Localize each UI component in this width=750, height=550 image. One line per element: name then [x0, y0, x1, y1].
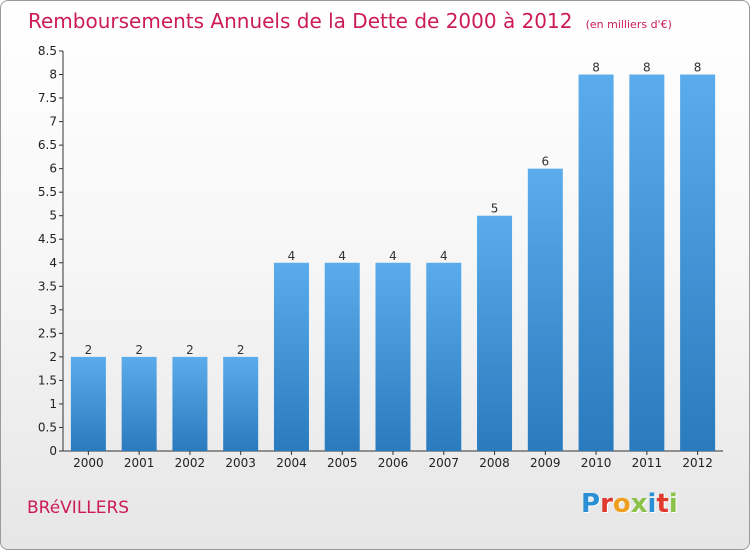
x-tick-label: 2010: [581, 456, 612, 470]
proxiti-logo: Proxiti: [581, 489, 678, 519]
y-tick-label: 2: [49, 350, 57, 364]
bar-value-label: 2: [135, 343, 143, 357]
x-tick-label: 2007: [428, 456, 459, 470]
y-tick-label: 8.5: [38, 44, 57, 58]
x-tick-label: 2012: [682, 456, 713, 470]
y-tick-label: 0: [49, 444, 57, 458]
logo-letter: i: [647, 489, 657, 519]
y-tick-label: 8: [49, 68, 57, 82]
y-tick-label: 3: [49, 303, 57, 317]
x-tick-label: 2009: [530, 456, 561, 470]
logo-letter: i: [668, 489, 678, 519]
x-tick-label: 2006: [378, 456, 409, 470]
bar: [172, 356, 208, 451]
chart-axes: 0 0.5 1 1.5 2 2.5 3 3.5 4 4.5 5 5.5 6 6.5 7 7.5 8 8.5 2000…: [38, 44, 723, 470]
bar: [527, 168, 563, 451]
bar-value-label: 8: [694, 61, 702, 75]
y-tick-label: 4.5: [38, 232, 57, 246]
y-tick-label: 4: [49, 256, 57, 270]
logo-letter: r: [600, 489, 613, 519]
y-tick-label: 7: [49, 115, 57, 129]
y-tick-label: 1: [49, 397, 57, 411]
bar-value-label: 8: [643, 61, 651, 75]
y-tick-label: 7.5: [38, 91, 57, 105]
chart-title-main: Remboursements Annuels de la Dette de 20…: [28, 9, 573, 33]
bar-value-label: 2: [186, 343, 194, 357]
bar: [629, 74, 665, 451]
x-tick-label: 2000: [73, 456, 104, 470]
x-tick-label: 2011: [632, 456, 663, 470]
commune-name: BRéVILLERS: [27, 498, 130, 518]
logo-letter: x: [630, 489, 648, 519]
bar-value-label: 5: [491, 202, 499, 216]
bar-value-label: 6: [541, 155, 549, 169]
chart-title-unit: (en milliers d'€): [585, 18, 672, 31]
x-tick-label: 2001: [124, 456, 155, 470]
y-tick-label: 3.5: [38, 279, 57, 293]
bar-value-label: 8: [592, 61, 600, 75]
x-tick-label: 2003: [225, 456, 256, 470]
y-tick-label: 6.5: [38, 138, 57, 152]
x-tick-label: 2008: [479, 456, 510, 470]
bar: [121, 356, 157, 451]
logo-letter: o: [612, 489, 631, 519]
y-tick-label: 1.5: [38, 373, 57, 387]
bar: [426, 262, 462, 451]
bar-value-label: 2: [237, 343, 245, 357]
x-tick-label: 2002: [175, 456, 206, 470]
bar-series: 2 2 2 2 4 4 4 4 5 6 8 8 8: [70, 61, 716, 451]
logo-letter: t: [656, 489, 669, 519]
bar: [375, 262, 411, 451]
bar-value-label: 2: [85, 343, 93, 357]
bar: [680, 74, 716, 451]
x-tick-label: 2004: [276, 456, 307, 470]
bar-value-label: 4: [288, 249, 296, 263]
y-tick-label: 0.5: [38, 420, 57, 434]
chart-title: Remboursements Annuels de la Dette de 20…: [28, 9, 672, 33]
y-tick-label: 2.5: [38, 326, 57, 340]
bar: [273, 262, 309, 451]
y-tick-label: 5.5: [38, 185, 57, 199]
bar-value-label: 4: [338, 249, 346, 263]
bar-value-label: 4: [389, 249, 397, 263]
bar: [477, 215, 513, 451]
bar-value-label: 4: [440, 249, 448, 263]
bar: [223, 356, 259, 451]
logo-letter: P: [581, 489, 601, 519]
y-tick-label: 6: [49, 162, 57, 176]
y-tick-label: 5: [49, 209, 57, 223]
bar: [70, 356, 106, 451]
x-tick-label: 2005: [327, 456, 358, 470]
bar: [324, 262, 360, 451]
bar: [578, 74, 614, 451]
